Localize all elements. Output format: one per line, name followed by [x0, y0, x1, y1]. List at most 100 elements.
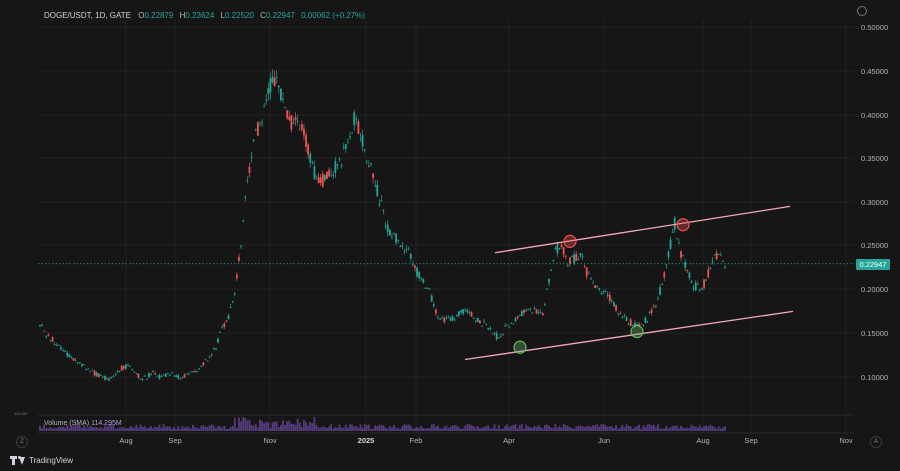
- candle-body: [468, 312, 471, 314]
- volume-bar: [261, 420, 263, 431]
- volume-bar: [680, 425, 682, 431]
- volume-bar: [347, 427, 349, 431]
- candle-body: [204, 359, 207, 361]
- volume-bar: [250, 424, 253, 431]
- volume-bar: [275, 421, 278, 431]
- candle-body: [154, 373, 157, 374]
- candle-body: [443, 317, 446, 323]
- volume-bar: [221, 427, 224, 431]
- time-axis[interactable]: Aug Sep Nov 2025 Feb Apr Jun Aug Sep Nov: [119, 436, 853, 445]
- auto-scale-button[interactable]: A: [870, 436, 882, 448]
- candle-body: [303, 128, 305, 136]
- volume-bar: [627, 425, 630, 431]
- candle-body: [338, 158, 341, 160]
- volume-bar: [407, 424, 410, 431]
- volume-bar: [696, 427, 699, 431]
- volume-bar: [246, 420, 249, 431]
- volume-bar: [99, 427, 102, 431]
- volume-bar: [652, 424, 655, 431]
- volume-bar: [460, 428, 462, 431]
- volume-bar: [690, 424, 693, 431]
- candle-body: [682, 255, 685, 257]
- candle-body: [533, 308, 536, 309]
- volume-bar: [114, 428, 117, 431]
- volume-bar: [175, 428, 178, 431]
- settings-gear-icon[interactable]: [857, 6, 867, 16]
- candle-body: [460, 310, 462, 313]
- candle-body: [690, 281, 693, 283]
- volume-bar: [336, 427, 339, 431]
- volume-bar: [604, 425, 607, 431]
- candle-body: [62, 350, 64, 352]
- candle-body: [623, 315, 626, 317]
- candle-body: [489, 328, 492, 329]
- volume-bar: [571, 428, 573, 431]
- candle-body: [242, 220, 245, 222]
- candle-body: [323, 175, 326, 181]
- volume-bar: [162, 424, 165, 431]
- candle-body: [359, 138, 362, 139]
- candle-body: [101, 376, 104, 378]
- volume-bar: [569, 427, 571, 431]
- volume-bar: [560, 427, 563, 431]
- candle-body: [573, 254, 576, 264]
- volume-bar: [472, 425, 475, 431]
- candle-body: [476, 317, 479, 322]
- candle-body: [353, 112, 356, 126]
- candle-body: [652, 306, 655, 308]
- volume-bar: [223, 425, 226, 431]
- candle-body: [330, 174, 333, 176]
- candle-body: [267, 88, 270, 95]
- volume-bar: [646, 424, 649, 431]
- volume-bar: [541, 428, 544, 431]
- volume-bar: [217, 425, 219, 431]
- volume-bar: [615, 425, 617, 431]
- candle-body: [479, 320, 481, 324]
- candle-body: [445, 317, 448, 319]
- symbol-name[interactable]: DOGE/USDT, 1D, GATE: [44, 11, 131, 20]
- candle-body: [280, 88, 282, 101]
- swing-high-marker: [563, 234, 577, 248]
- volume-bar: [409, 425, 412, 431]
- volume-bar: [669, 427, 672, 431]
- low-value: 0.22520: [225, 11, 254, 20]
- candle-body: [432, 304, 435, 306]
- volume-bar: [313, 417, 316, 431]
- candle-body: [129, 366, 131, 367]
- volume-label[interactable]: Volume (SMA): [44, 420, 90, 427]
- candle-body: [621, 317, 624, 319]
- volume-bar: [458, 427, 460, 431]
- swing-high-marker: [676, 218, 690, 232]
- candle-body: [512, 323, 515, 325]
- volume-bar: [200, 425, 203, 431]
- volume-bar: [715, 428, 718, 431]
- volume-bar: [116, 428, 119, 431]
- candle-body: [240, 245, 243, 247]
- price-axis[interactable]: 0.50000 0.45000 0.40000 0.35000 0.30000 0.250…: [861, 23, 888, 382]
- candle-body: [196, 371, 199, 372]
- volume-bar: [236, 427, 238, 431]
- candle-body: [238, 257, 240, 261]
- candle-body: [455, 315, 458, 316]
- candle-body: [49, 340, 52, 342]
- tradingview-logo[interactable]: TradingView: [10, 456, 73, 465]
- volume-bar: [512, 424, 515, 431]
- candle-body: [418, 271, 421, 279]
- volume-bar: [432, 424, 435, 431]
- candle-body: [298, 129, 301, 131]
- volume-bar: [80, 428, 83, 431]
- volume-bar: [76, 424, 79, 431]
- candle-body: [437, 317, 439, 319]
- price-tick-label: 0.45000: [861, 67, 888, 76]
- goto-date-button[interactable]: Z: [16, 436, 28, 448]
- volume-bar: [719, 428, 722, 431]
- candle-body: [678, 242, 680, 244]
- volume-bar: [185, 426, 188, 431]
- candle-body: [259, 124, 261, 126]
- volume-bar: [717, 426, 720, 431]
- volume-bar: [277, 427, 280, 431]
- candle-body: [60, 347, 62, 350]
- candle-body: [466, 310, 469, 313]
- volume-bar: [229, 427, 232, 431]
